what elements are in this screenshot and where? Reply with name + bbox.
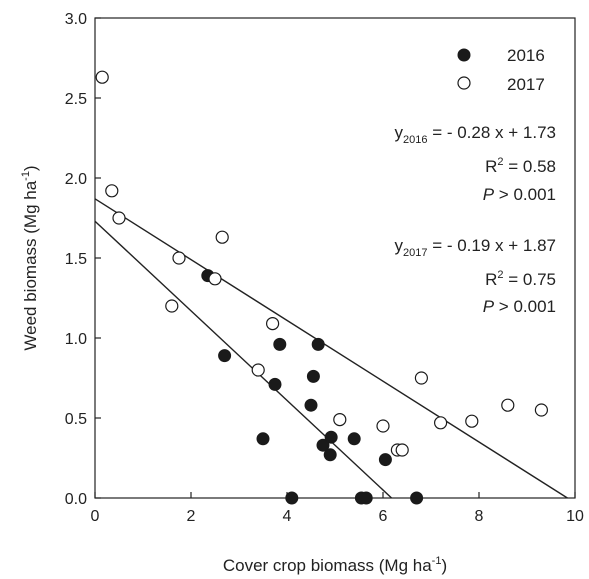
point-2016 [324,430,338,444]
x-tick-label: 4 [283,508,292,525]
point-2016 [256,432,270,446]
point-2017 [251,363,265,377]
point-2016 [218,349,232,363]
point-2017 [395,443,409,457]
point-2017 [266,317,280,331]
point-2017 [105,184,119,198]
point-2017 [465,414,479,428]
y-tick-label: 0.0 [65,491,87,508]
p-value-2017: P > 0.001 [483,297,556,316]
regression-lines [94,198,568,499]
equation-2016: y2016 = - 0.28 x + 1.73 [394,123,556,146]
point-2016 [306,369,320,383]
point-2017 [501,398,515,412]
point-2017 [414,371,428,385]
legend-marker-2017 [457,76,471,90]
plot-frame [94,17,576,499]
x-tick-label: 0 [91,508,100,525]
point-2017 [95,70,109,84]
x-tick-label: 6 [379,508,388,525]
point-2016 [347,432,361,446]
p-value-2016: P > 0.001 [483,185,556,204]
point-2016 [273,337,287,351]
y-tick-label: 1.0 [65,331,87,348]
point-2017 [215,230,229,244]
point-2017 [208,272,222,286]
y-tick-label: 0.5 [65,411,87,428]
r-squared-2017: R2 = 0.75 [485,269,556,289]
point-2017 [112,211,126,225]
y-tick-label: 3.0 [65,11,87,28]
legend: 2016 2017 [457,46,545,94]
y-tick-label: 2.0 [65,171,87,188]
regression-line-2017 [94,198,568,499]
r-squared-2016: R2 = 0.58 [485,156,556,176]
point-2016 [378,453,392,467]
point-2017 [172,251,186,265]
point-2017 [333,413,347,427]
point-2016 [316,438,330,452]
x-axis-title: Cover crop biomass (Mg ha-1) [223,555,447,575]
point-2016 [311,337,325,351]
point-2016 [410,491,424,505]
y-axis-title: Weed biomass (Mg ha-1) [20,165,40,350]
regression-annotations: y2016 = - 0.28 x + 1.73 R2 = 0.58 P > 0.… [394,123,556,316]
x-tick-label: 10 [566,508,584,525]
point-2017 [534,403,549,417]
point-2017 [165,299,179,313]
x-tick-label: 8 [475,508,484,525]
legend-marker-2016 [457,48,471,62]
point-2016 [359,491,373,505]
legend-label-2017: 2017 [507,75,545,94]
equation-2017: y2017 = - 0.19 x + 1.87 [394,236,556,259]
y-tick-label: 2.5 [65,91,87,108]
point-2016 [304,398,318,412]
data-points [95,70,549,505]
point-2017 [376,419,390,433]
x-tick-label: 2 [187,508,196,525]
point-2016 [285,491,299,505]
y-tick-label: 1.5 [65,251,87,268]
point-2017 [434,416,448,430]
point-2016 [268,377,282,391]
point-2016 [323,448,337,462]
regression-line-2016 [94,220,393,499]
legend-label-2016: 2016 [507,46,545,65]
axis-ticks: 0 2 4 6 8 10 0.0 0.5 1.0 1.5 2.0 2.5 3.0 [65,11,584,525]
